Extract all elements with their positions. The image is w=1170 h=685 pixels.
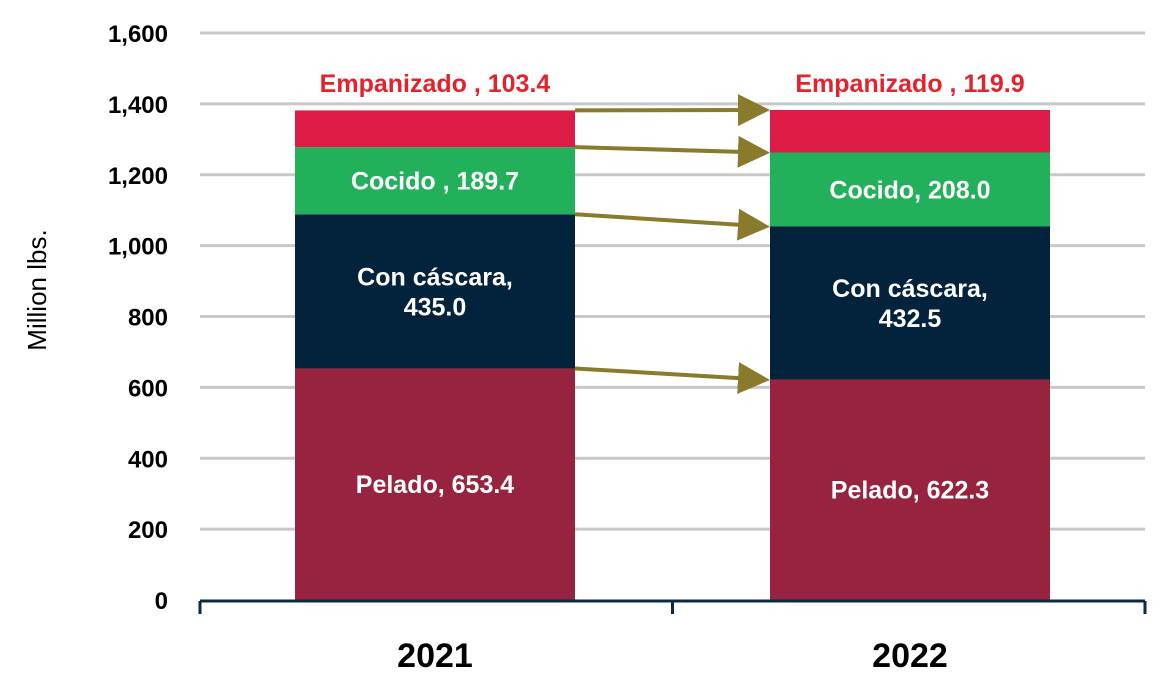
bar-segment-empanizado-2021 (295, 110, 575, 148)
data-label: Pelado, 653.4 (356, 471, 515, 499)
y-tick-label: 200 (128, 517, 168, 544)
data-label: Pelado, 622.3 (831, 477, 989, 505)
data-label: Con cáscara, 432.5 (832, 275, 988, 333)
y-tick-label: 1,600 (108, 21, 168, 48)
y-tick-label: 800 (128, 305, 168, 332)
change-arrow (574, 135, 770, 168)
y-tick-label: 1,200 (108, 163, 168, 190)
data-label: Cocido, 208.0 (829, 176, 990, 204)
y-tick-label: 400 (128, 446, 168, 473)
data-label: Con cáscara, 435.0 (357, 263, 513, 321)
bar-segment-pelado-2022 (770, 379, 1050, 600)
y-tick-label: 0 (155, 588, 168, 615)
data-label: Empanizado , 103.4 (320, 70, 551, 98)
x-axis-categories: 2021 2022 (397, 637, 948, 675)
bar-segment-cocido-2022 (770, 152, 1050, 227)
y-tick-label: 1,400 (108, 92, 168, 119)
y-axis-label: Million lbs. (22, 229, 52, 350)
change-arrows (574, 94, 770, 395)
y-axis-ticks: 0 200 400 600 800 1,000 1,200 1,400 1,600 (108, 21, 168, 615)
bar-segment-pelado-2021 (295, 368, 575, 600)
x-axis (198, 599, 1147, 614)
change-arrow (574, 362, 770, 395)
bar-segment-con-c-scara-2021 (295, 214, 575, 369)
segment-labels: Pelado, 653.4 Con cáscara, 435.0 Cocido , 1… (320, 70, 1025, 505)
bar-segment-con-c-scara-2022 (770, 226, 1050, 380)
data-label: Empanizado , 119.9 (795, 70, 1024, 98)
y-tick-label: 600 (128, 375, 168, 402)
bars (295, 110, 1050, 600)
y-tick-label: 1,000 (108, 234, 168, 261)
bar-segment-cocido-2021 (295, 147, 575, 215)
bar-segment-empanizado-2022 (770, 110, 1050, 153)
change-arrow (574, 208, 770, 241)
x-category-label: 2021 (397, 637, 473, 675)
x-category-label: 2022 (872, 637, 948, 675)
data-label: Cocido , 189.7 (351, 168, 519, 196)
